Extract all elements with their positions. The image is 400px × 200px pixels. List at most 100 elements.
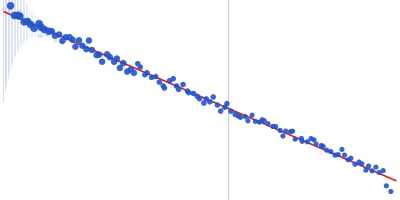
Point bbox=[52, 39, 58, 42]
Point bbox=[341, 154, 348, 157]
Point bbox=[137, 66, 144, 69]
Point bbox=[180, 83, 186, 86]
Point bbox=[99, 60, 105, 63]
Point bbox=[96, 53, 102, 56]
Point bbox=[369, 169, 375, 172]
Point bbox=[41, 28, 48, 31]
Point bbox=[131, 71, 137, 74]
Point bbox=[218, 110, 224, 113]
Point bbox=[308, 137, 314, 140]
Point bbox=[313, 142, 319, 146]
Point bbox=[56, 33, 62, 36]
Point bbox=[196, 97, 203, 100]
Point bbox=[117, 66, 123, 70]
Point bbox=[156, 80, 162, 84]
Point bbox=[335, 153, 341, 156]
Point bbox=[348, 157, 354, 160]
Point bbox=[280, 134, 286, 138]
Point bbox=[320, 145, 326, 148]
Point bbox=[111, 60, 117, 63]
Point bbox=[7, 4, 14, 7]
Point bbox=[332, 153, 338, 157]
Point bbox=[86, 39, 92, 42]
Point bbox=[19, 14, 26, 18]
Point bbox=[380, 169, 386, 172]
Point bbox=[232, 113, 238, 116]
Point bbox=[256, 121, 263, 124]
Point bbox=[235, 114, 242, 118]
Point bbox=[359, 162, 365, 165]
Point bbox=[173, 84, 180, 88]
Point bbox=[28, 24, 34, 27]
Point bbox=[356, 160, 362, 164]
Point bbox=[52, 34, 58, 37]
Point bbox=[203, 97, 209, 101]
Point bbox=[242, 115, 248, 118]
Point bbox=[328, 150, 334, 153]
Point bbox=[0, 7, 7, 11]
Point bbox=[339, 148, 345, 151]
Point bbox=[228, 110, 234, 113]
Point bbox=[142, 73, 148, 76]
Point bbox=[373, 166, 379, 169]
Point bbox=[304, 140, 310, 143]
Point bbox=[245, 119, 251, 122]
Point bbox=[38, 26, 44, 29]
Point bbox=[318, 144, 324, 147]
Point bbox=[363, 169, 369, 172]
Point bbox=[11, 16, 18, 19]
Point bbox=[70, 38, 76, 41]
Point bbox=[270, 125, 276, 128]
Point bbox=[292, 138, 298, 141]
Point bbox=[89, 48, 95, 52]
Point bbox=[72, 45, 79, 48]
Point bbox=[194, 95, 200, 98]
Point bbox=[186, 91, 192, 94]
Point bbox=[201, 101, 207, 105]
Point bbox=[79, 44, 86, 47]
Point bbox=[176, 88, 182, 91]
Point bbox=[107, 56, 113, 59]
Point bbox=[365, 164, 372, 168]
Point bbox=[261, 119, 268, 122]
Point bbox=[28, 23, 34, 26]
Point bbox=[324, 149, 330, 152]
Point bbox=[17, 15, 23, 18]
Point bbox=[299, 140, 305, 143]
Point bbox=[128, 68, 134, 71]
Point bbox=[277, 129, 283, 132]
Point bbox=[49, 35, 56, 39]
Point bbox=[352, 163, 358, 166]
Point bbox=[83, 47, 90, 51]
Point bbox=[30, 25, 36, 28]
Point bbox=[148, 76, 155, 79]
Point bbox=[59, 39, 66, 43]
Point bbox=[289, 130, 296, 133]
Point bbox=[25, 18, 31, 21]
Point bbox=[14, 17, 20, 20]
Point bbox=[33, 23, 39, 26]
Point bbox=[311, 138, 317, 141]
Point bbox=[206, 100, 213, 103]
Point bbox=[66, 36, 73, 39]
Point bbox=[170, 77, 176, 80]
Point bbox=[114, 57, 120, 60]
Point bbox=[21, 20, 28, 23]
Point bbox=[161, 86, 168, 90]
Point bbox=[160, 84, 166, 88]
Point bbox=[16, 9, 23, 12]
Point bbox=[124, 70, 130, 73]
Point bbox=[49, 30, 55, 33]
Point bbox=[31, 27, 37, 30]
Point bbox=[11, 14, 18, 17]
Point bbox=[44, 34, 50, 37]
Point bbox=[210, 95, 216, 99]
Point bbox=[62, 36, 69, 39]
Point bbox=[265, 122, 271, 125]
Point bbox=[38, 35, 45, 38]
Point bbox=[222, 106, 228, 109]
Point bbox=[8, 6, 15, 9]
Point bbox=[383, 184, 390, 187]
Point bbox=[224, 102, 230, 105]
Point bbox=[190, 92, 197, 95]
